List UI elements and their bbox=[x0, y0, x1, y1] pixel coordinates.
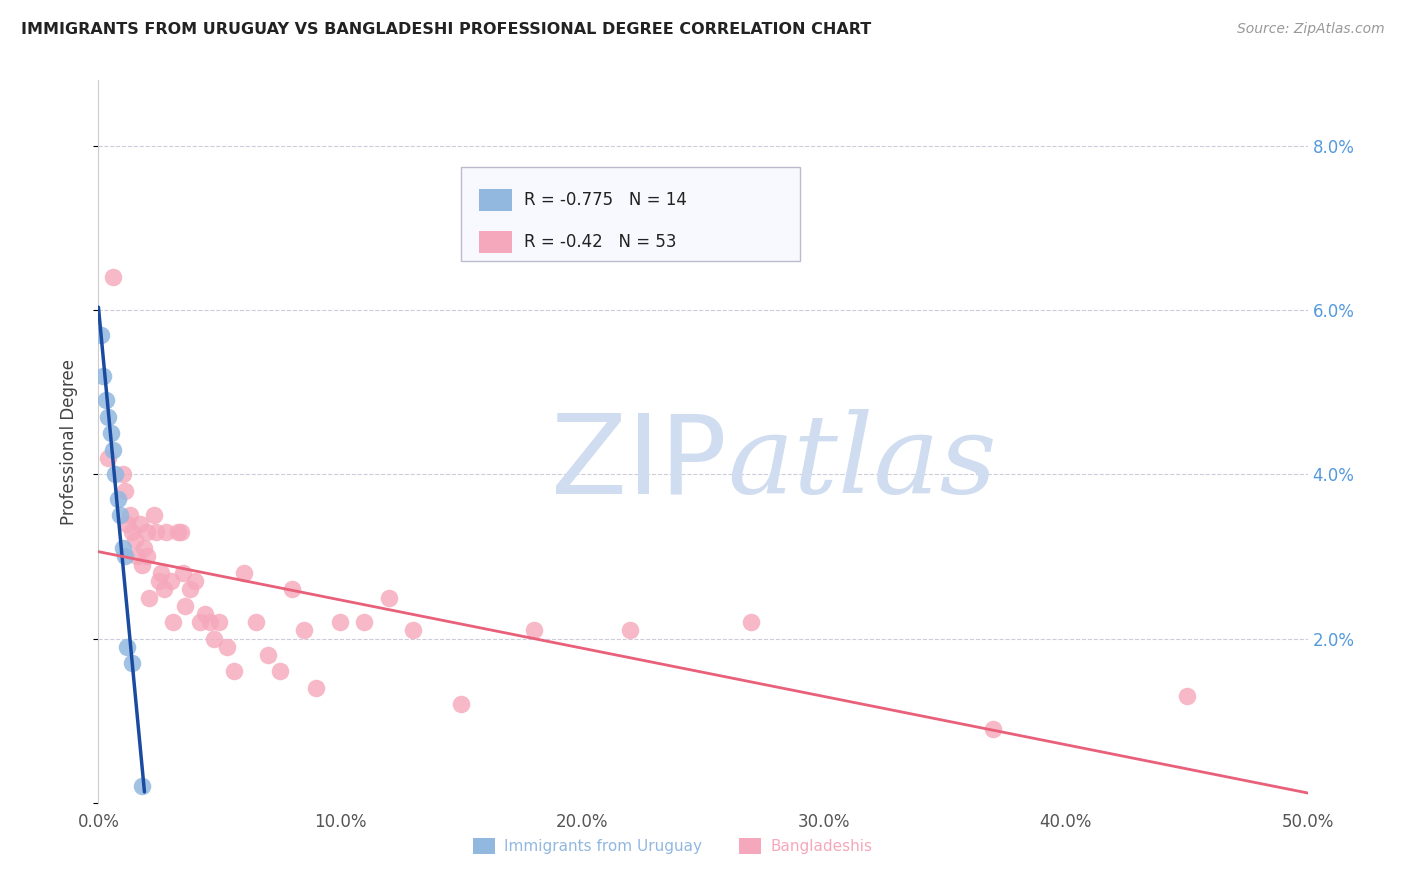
Text: R = -0.775   N = 14: R = -0.775 N = 14 bbox=[524, 191, 688, 209]
Point bbox=[135, 549, 157, 564]
Point bbox=[131, 558, 153, 572]
Point bbox=[121, 657, 143, 671]
Point bbox=[172, 566, 194, 580]
Point bbox=[117, 516, 139, 531]
Point bbox=[292, 624, 315, 638]
Text: Source: ZipAtlas.com: Source: ZipAtlas.com bbox=[1237, 22, 1385, 37]
Point bbox=[619, 624, 641, 638]
Point bbox=[135, 524, 157, 539]
Point bbox=[90, 327, 112, 342]
Point bbox=[1175, 689, 1198, 703]
Point bbox=[104, 467, 127, 482]
Point bbox=[179, 582, 201, 597]
Point bbox=[169, 524, 191, 539]
Point bbox=[108, 508, 131, 523]
Text: R = -0.42   N = 53: R = -0.42 N = 53 bbox=[524, 233, 676, 252]
Point bbox=[128, 516, 150, 531]
Point bbox=[222, 665, 245, 679]
Point bbox=[100, 426, 122, 441]
Point bbox=[208, 615, 231, 630]
Point bbox=[143, 508, 166, 523]
Point bbox=[198, 615, 221, 630]
Point bbox=[114, 483, 136, 498]
Text: Immigrants from Uruguay: Immigrants from Uruguay bbox=[505, 838, 702, 854]
Bar bbox=[474, 838, 495, 855]
Point bbox=[134, 541, 156, 556]
Point bbox=[184, 574, 207, 588]
FancyBboxPatch shape bbox=[461, 167, 800, 260]
Point bbox=[131, 780, 153, 794]
Point bbox=[101, 270, 124, 285]
Point bbox=[215, 640, 238, 654]
Point bbox=[167, 524, 190, 539]
Point bbox=[114, 549, 136, 564]
Bar bbox=[479, 189, 512, 211]
Point bbox=[160, 574, 183, 588]
Point bbox=[523, 624, 546, 638]
Point bbox=[150, 566, 173, 580]
Point bbox=[94, 393, 117, 408]
Point bbox=[124, 533, 146, 547]
Text: ZIP: ZIP bbox=[551, 409, 727, 516]
Point bbox=[281, 582, 304, 597]
Point bbox=[188, 615, 211, 630]
Point bbox=[269, 665, 291, 679]
Point bbox=[194, 607, 217, 621]
Point bbox=[305, 681, 328, 695]
Point bbox=[97, 450, 120, 465]
Bar bbox=[740, 838, 761, 855]
Point bbox=[101, 442, 124, 457]
Point bbox=[204, 632, 226, 646]
Point bbox=[121, 524, 143, 539]
Text: atlas: atlas bbox=[727, 409, 997, 517]
Point bbox=[377, 591, 399, 605]
Point bbox=[91, 368, 114, 383]
Point bbox=[111, 541, 134, 556]
Point bbox=[107, 491, 129, 506]
Point bbox=[232, 566, 254, 580]
Text: Bangladeshis: Bangladeshis bbox=[770, 838, 872, 854]
Point bbox=[329, 615, 352, 630]
Point bbox=[256, 648, 278, 662]
Bar bbox=[479, 231, 512, 253]
Text: IMMIGRANTS FROM URUGUAY VS BANGLADESHI PROFESSIONAL DEGREE CORRELATION CHART: IMMIGRANTS FROM URUGUAY VS BANGLADESHI P… bbox=[21, 22, 872, 37]
Point bbox=[145, 524, 167, 539]
Point bbox=[111, 467, 134, 482]
Point bbox=[152, 582, 174, 597]
Point bbox=[155, 524, 177, 539]
Point bbox=[148, 574, 170, 588]
Point bbox=[138, 591, 160, 605]
Point bbox=[162, 615, 184, 630]
Point bbox=[402, 624, 425, 638]
Point bbox=[117, 640, 139, 654]
Point bbox=[97, 409, 120, 424]
Point bbox=[450, 698, 472, 712]
Y-axis label: Professional Degree: Professional Degree bbox=[59, 359, 77, 524]
Point bbox=[245, 615, 267, 630]
Point bbox=[174, 599, 197, 613]
Point bbox=[981, 722, 1004, 736]
Point bbox=[740, 615, 762, 630]
Point bbox=[127, 549, 149, 564]
Point bbox=[353, 615, 375, 630]
Point bbox=[118, 508, 141, 523]
